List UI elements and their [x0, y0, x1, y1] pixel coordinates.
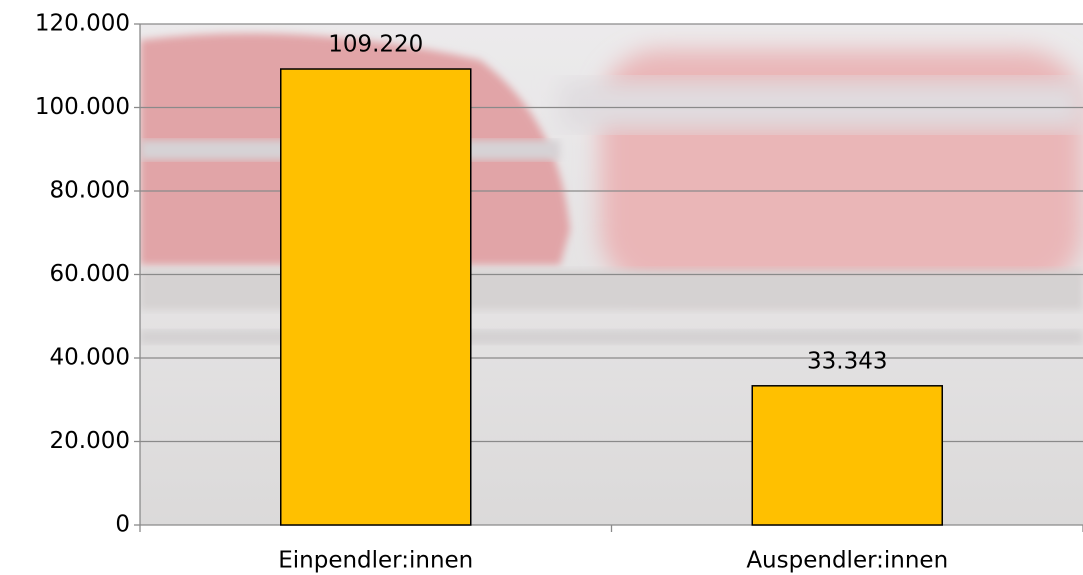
value-label: 33.343: [807, 348, 887, 374]
y-tick-label: 100.000: [35, 94, 130, 120]
bar: [280, 68, 472, 526]
x-tick-label: Auspendler:innen: [746, 548, 948, 574]
y-tick-label: 80.000: [50, 178, 130, 204]
y-tick-label: 40.000: [50, 345, 130, 371]
y-tick-label: 120.000: [35, 11, 130, 37]
x-tick-label: Einpendler:innen: [278, 548, 473, 574]
bar: [751, 385, 943, 526]
y-tick-label: 20.000: [50, 428, 130, 454]
y-tick-label: 60.000: [50, 261, 130, 287]
value-label: 109.220: [328, 32, 423, 58]
y-tick-label: 0: [115, 512, 130, 538]
